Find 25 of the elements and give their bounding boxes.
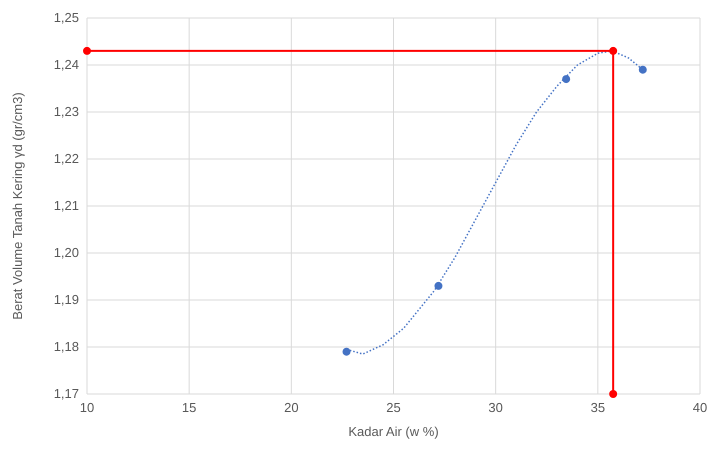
y-tick-label: 1,19 (54, 292, 79, 307)
y-tick-label: 1,25 (54, 10, 79, 25)
x-tick-label: 30 (488, 400, 503, 415)
point (83, 46, 91, 55)
y-tick-label: 1,20 (54, 245, 79, 260)
y-tick-label: 1,17 (54, 386, 79, 401)
y-tick-label: 1,18 (54, 339, 79, 354)
x-tick-label: 25 (386, 400, 401, 415)
point (609, 46, 618, 55)
y-tick-label: 1,24 (54, 57, 79, 72)
y-tick-label: 1,21 (54, 198, 79, 213)
y-tick-label: 1,22 (54, 151, 79, 166)
point (342, 348, 351, 356)
x-tick-label: 40 (692, 400, 708, 415)
x-tick-label: 15 (182, 400, 196, 415)
x-tick-label: 10 (80, 400, 94, 415)
point (434, 282, 442, 290)
point (609, 390, 618, 398)
x-axis-title: Kadar Air (w %) (348, 424, 439, 439)
x-tick-label: 20 (284, 400, 299, 415)
point (562, 75, 570, 84)
y-tick-label: 1,23 (54, 104, 79, 119)
x-tick-label: 35 (590, 400, 606, 415)
point (638, 66, 647, 74)
y-axis-title: Berat Volume Tanah Kering γd (gr/cm3) (10, 92, 25, 320)
